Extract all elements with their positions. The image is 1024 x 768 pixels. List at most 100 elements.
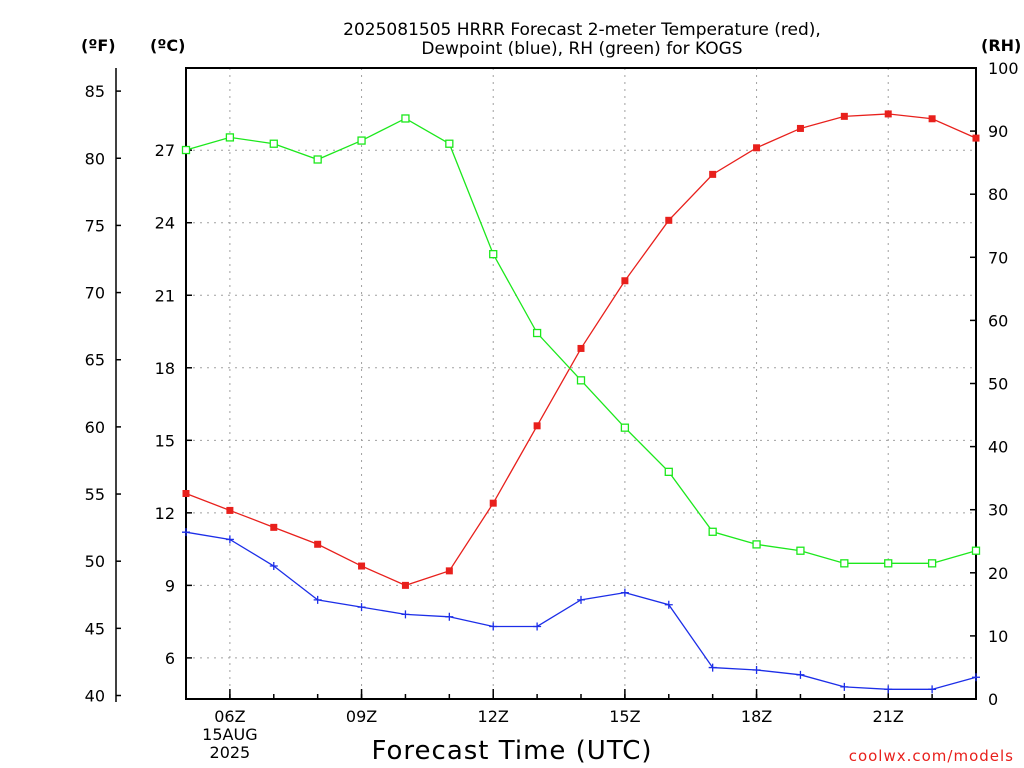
rh-point [971, 546, 981, 555]
dewpoint-point [313, 595, 322, 604]
rh-point [884, 559, 893, 568]
rh-point [269, 139, 278, 148]
dewpoint-point [752, 665, 761, 674]
celsius-tick-label: 15 [155, 431, 175, 450]
dewpoint-point [796, 670, 805, 679]
celsius-tick-label: 9 [165, 576, 175, 595]
rh-point [796, 546, 805, 555]
rh-tick-label: 40 [988, 438, 1008, 457]
rh-tick-label: 60 [988, 311, 1008, 330]
temperature-point [401, 581, 409, 589]
grid-layer [186, 68, 976, 699]
rh-point [401, 114, 410, 123]
x-tick-label: 09Z [346, 707, 377, 726]
x-axis-label: Forecast Time (UTC) [371, 736, 652, 766]
rh-point [708, 527, 717, 536]
celsius-tick-label: 18 [155, 359, 175, 378]
temperature-point [226, 506, 234, 514]
rh-point [752, 540, 761, 549]
dewpoint-point [182, 528, 190, 537]
rh-tick-label: 0 [988, 690, 998, 709]
temperature-point [489, 499, 497, 507]
celsius-tick-label: 12 [155, 504, 175, 523]
rh-tick-label: 30 [988, 501, 1008, 520]
temperature-point [884, 110, 892, 118]
dewpoint-point [445, 612, 454, 621]
rh-tick-label: 20 [988, 564, 1008, 583]
dewpoint-point [357, 603, 366, 612]
dewpoint-point [533, 622, 542, 631]
dewpoint-point [928, 685, 937, 694]
dewpoint-point [269, 562, 278, 571]
chart-title-line-2: Dewpoint (blue), RH (green) for KOGS [421, 39, 742, 59]
celsius-tick-label: 6 [165, 649, 175, 668]
fahrenheit-tick-label: 70 [85, 284, 105, 303]
rh-point [225, 133, 235, 142]
temperature-point [533, 422, 541, 430]
temperature-point [577, 344, 585, 352]
temperature-point [928, 115, 936, 123]
rh-point [927, 559, 937, 568]
rh-tick-label: 100 [988, 59, 1019, 78]
celsius-tick-label: 27 [155, 141, 175, 160]
rh-point [532, 328, 542, 338]
temperature-point [972, 134, 980, 142]
rh-point [181, 145, 191, 155]
rh-point [664, 467, 673, 476]
fahrenheit-tick-label: 45 [85, 619, 105, 638]
rh-point [840, 559, 849, 568]
axes-layer [115, 67, 977, 702]
dewpoint-point [884, 685, 893, 694]
temperature-point [314, 540, 322, 548]
x-tick-label: 2025 [210, 743, 251, 762]
rh-tick-label: 90 [988, 122, 1008, 141]
temperature-point [840, 112, 848, 120]
rh-point [576, 376, 586, 385]
temperature-point [358, 562, 366, 570]
rh-line [185, 117, 977, 564]
temperature-point [270, 523, 278, 531]
celsius-tick-label: 21 [155, 286, 175, 305]
x-tick-label: 12Z [478, 707, 509, 726]
rh-point [489, 249, 498, 259]
x-tick-label: 18Z [741, 707, 772, 726]
temperature-point [709, 170, 717, 178]
rh-point [357, 136, 366, 145]
dewpoint-point [577, 595, 585, 604]
rh-unit-label: (RH) [981, 36, 1021, 55]
fahrenheit-tick-label: 85 [85, 82, 105, 101]
dewpoint-point [708, 663, 717, 672]
dewpoint-point [401, 610, 410, 619]
rh-tick-label: 10 [988, 627, 1008, 646]
watermark: coolwx.com/models [849, 747, 1014, 765]
x-tick-label: 15AUG [202, 725, 257, 744]
rh-point [445, 139, 454, 148]
dewpoint-point [972, 673, 980, 682]
rh-point [313, 155, 322, 164]
dewpoint-point [664, 600, 673, 609]
text-layer: 2025081505 HRRR Forecast 2-meter Tempera… [81, 20, 1021, 766]
fahrenheit-tick-label: 65 [85, 351, 105, 370]
fahrenheit-tick-label: 60 [85, 418, 105, 437]
rh-tick-label: 80 [988, 185, 1008, 204]
celsius-unit-label: (ºC) [150, 36, 185, 55]
temperature-point [621, 277, 629, 285]
dewpoint-point [620, 588, 629, 597]
dewpoint-point [489, 622, 498, 631]
fahrenheit-tick-label: 50 [85, 552, 105, 571]
fahrenheit-tick-label: 40 [85, 687, 105, 706]
temperature-point [182, 490, 190, 498]
celsius-tick-label: 24 [155, 214, 175, 233]
fahrenheit-tick-label: 80 [85, 149, 105, 168]
dewpoint-point [840, 682, 849, 691]
fahrenheit-tick-label: 75 [85, 216, 105, 235]
temperature-point [796, 124, 804, 132]
rh-tick-label: 50 [988, 375, 1008, 394]
chart-title-line-1: 2025081505 HRRR Forecast 2-meter Tempera… [343, 20, 821, 40]
x-tick-label: 15Z [609, 707, 640, 726]
dewpoint-point [225, 535, 234, 544]
rh-tick-label: 70 [988, 248, 1008, 267]
dewpoint-line [185, 531, 977, 690]
x-tick-label: 21Z [873, 707, 904, 726]
